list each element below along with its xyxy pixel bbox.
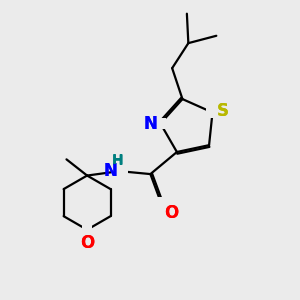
Text: N: N xyxy=(143,115,157,133)
Text: O: O xyxy=(80,234,94,252)
Bar xyxy=(82,225,92,235)
Bar xyxy=(111,163,128,179)
Bar xyxy=(156,197,166,207)
Bar xyxy=(206,107,219,118)
Bar xyxy=(155,118,166,129)
Text: H: H xyxy=(111,153,123,167)
Text: O: O xyxy=(164,203,178,221)
Text: O: O xyxy=(80,234,94,252)
Text: H: H xyxy=(111,154,123,168)
Text: S: S xyxy=(217,102,229,120)
Text: O: O xyxy=(164,203,178,221)
Text: S: S xyxy=(217,102,229,120)
Text: N: N xyxy=(103,162,117,180)
Text: N: N xyxy=(103,162,117,180)
Text: N: N xyxy=(143,115,157,133)
